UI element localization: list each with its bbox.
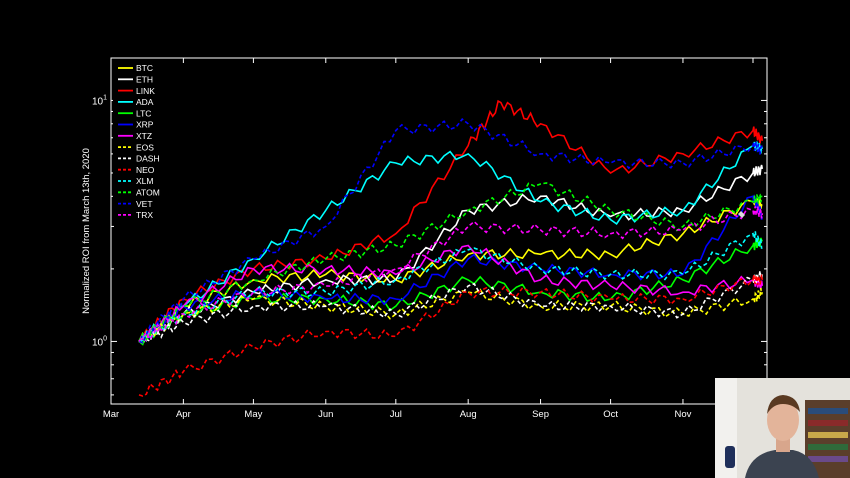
x-tick-label: Jun (318, 409, 333, 420)
series-line-xlm (138, 231, 764, 343)
legend-label-dash: DASH (136, 154, 160, 164)
y-axis-label: Normalized ROI from March 13th, 2020 (81, 148, 92, 314)
legend-label-eth: ETH (136, 75, 153, 85)
legend-label-vet: VET (136, 199, 153, 209)
legend-label-eos: EOS (136, 142, 154, 152)
plot-frame (110, 57, 768, 405)
legend-label-xrp: XRP (136, 120, 154, 130)
legend-label-xlm: XLM (136, 176, 153, 186)
series-line-neo (138, 273, 764, 397)
legend-label-ada: ADA (136, 97, 154, 107)
y-axis: 100 101 (92, 94, 767, 396)
x-axis: MarAprMayJunJulAugSepOctNovDec (103, 58, 762, 420)
y-tick-label: 101 (92, 94, 107, 107)
legend-label-neo: NEO (136, 165, 155, 175)
y-tick-label: 100 (92, 335, 107, 348)
series-layer (138, 99, 764, 397)
legend-label-trx: TRX (136, 210, 153, 220)
x-tick-label: Nov (675, 409, 692, 420)
legend-label-xtz: XTZ (136, 131, 152, 141)
mouse-cursor-icon (737, 206, 746, 218)
series-line-eos (138, 287, 764, 345)
webcam-person-image (715, 378, 850, 478)
legend-label-atom: ATOM (136, 188, 160, 198)
series-line-xtz (138, 244, 764, 343)
series-line-eth (138, 164, 764, 345)
legend-label-link: LINK (136, 86, 155, 96)
x-tick-label: Aug (460, 409, 477, 420)
series-line-ada (138, 141, 764, 343)
series-line-dash (138, 270, 764, 343)
series-line-vet (138, 117, 764, 344)
legend-label-btc: BTC (136, 63, 153, 73)
series-line-xrp (138, 194, 764, 342)
x-tick-label: May (244, 409, 262, 420)
legend-box (113, 60, 165, 222)
legend-label-ltc: LTC (136, 108, 151, 118)
x-tick-label: Jul (390, 409, 402, 420)
x-tick-label: Mar (103, 409, 119, 420)
series-line-trx (138, 206, 764, 342)
x-tick-label: Apr (176, 409, 191, 420)
webcam-overlay (715, 378, 850, 478)
series-line-atom (138, 182, 763, 342)
x-tick-label: Oct (603, 409, 618, 420)
x-tick-label: Sep (532, 409, 549, 420)
